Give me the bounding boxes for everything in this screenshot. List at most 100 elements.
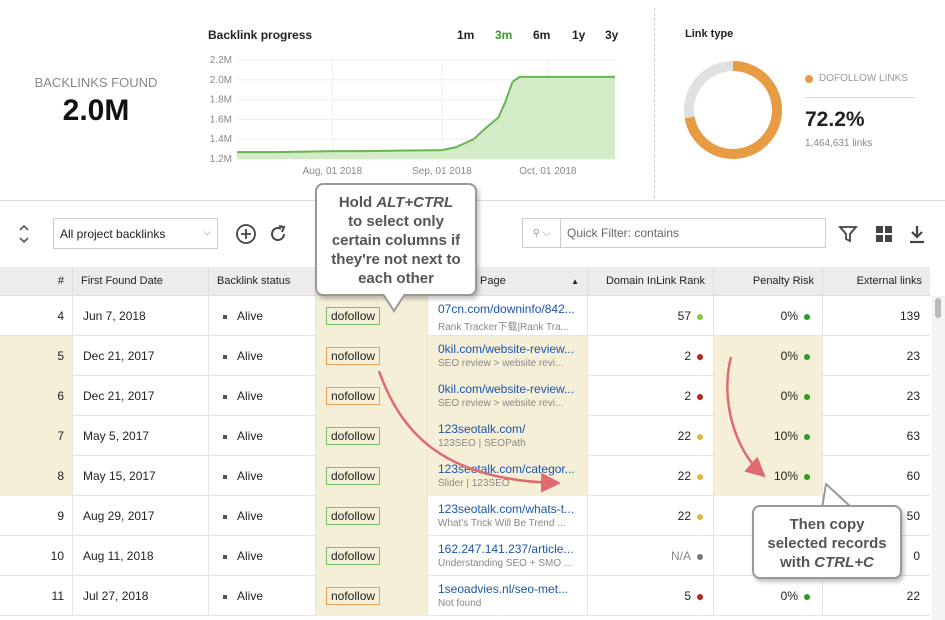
- range-3m[interactable]: 3m: [495, 28, 513, 42]
- range-1y[interactable]: 1y: [572, 28, 586, 42]
- risk-status-dot: [804, 433, 810, 440]
- page-title: Slider | 123SEO: [438, 478, 510, 489]
- external-links-value: 23: [822, 336, 930, 376]
- x-tick-label: Sep, 01 2018: [412, 166, 472, 177]
- penalty-risk-cell: 0%: [713, 576, 822, 616]
- rank-status-dot: [697, 313, 703, 320]
- download-icon[interactable]: [906, 223, 928, 245]
- range-6m[interactable]: 6m: [533, 28, 551, 42]
- table-row[interactable]: 11 Jul 27, 2018 Alive nofollow 1seoadvies.nl…: [0, 576, 930, 616]
- domain-rank-cell: N/A: [587, 536, 713, 576]
- range-1m[interactable]: 1m: [457, 28, 475, 42]
- page-link[interactable]: 0kil.com/website-review...: [438, 382, 575, 396]
- row-number: 10: [50, 549, 64, 563]
- penalty-risk-value: 0%: [780, 349, 798, 363]
- risk-status-dot: [804, 473, 810, 480]
- first-found-date: Aug 11, 2018: [72, 536, 208, 576]
- link-type-cell: dofollow: [315, 456, 427, 496]
- table-row[interactable]: 6 Dec 21, 2017 Alive nofollow 0kil.com/websi…: [0, 376, 930, 416]
- external-links-value: 23: [822, 376, 930, 416]
- status-text: Alive: [237, 469, 264, 483]
- vertical-scrollbar[interactable]: [932, 296, 945, 620]
- domain-rank-cell: 2: [587, 336, 713, 376]
- table-row[interactable]: 4 Jun 7, 2018 Alive dofollow 07cn.com/downin…: [0, 296, 930, 336]
- legend-dot: [805, 74, 813, 83]
- donut-dofollow-arc: [684, 61, 782, 159]
- page-link[interactable]: 123seotalk.com/categor...: [438, 462, 575, 476]
- link-type-title: Link type: [685, 28, 734, 40]
- grid-view-icon[interactable]: [873, 223, 895, 245]
- link-type-cell: dofollow: [315, 416, 427, 456]
- filter-icon[interactable]: [837, 223, 859, 245]
- callout-copy-records: Then copy selected records with CTRL+C: [752, 505, 902, 579]
- page-link[interactable]: 07cn.com/downinfo/842...: [438, 302, 575, 316]
- status-bullet: [223, 354, 227, 359]
- y-tick-label: 1.8M: [210, 95, 232, 106]
- callout-bottom-line1: Then copy: [789, 516, 865, 533]
- scrollbar-thumb[interactable]: [935, 298, 941, 318]
- col-penalty-risk[interactable]: Penalty Risk: [713, 267, 822, 296]
- table-row[interactable]: 5 Dec 21, 2017 Alive nofollow 0kil.com/websi…: [0, 336, 930, 376]
- y-tick-label: 2.2M: [210, 55, 232, 66]
- backlink-scope-select[interactable]: All project backlinks ⌵: [53, 218, 218, 249]
- callout-top-line1: Hold: [338, 194, 373, 211]
- page-link[interactable]: 162.247.141.237/article...: [438, 542, 574, 556]
- external-links-value: 139: [822, 296, 930, 336]
- col-domain-inlink-rank[interactable]: Domain InLink Rank: [587, 267, 713, 296]
- expand-collapse-icon[interactable]: [17, 222, 31, 246]
- row-number: 11: [51, 589, 64, 603]
- table-row[interactable]: 9 Aug 29, 2017 Alive dofollow 123seotalk.com…: [0, 496, 930, 536]
- quick-filter-input[interactable]: [561, 219, 825, 247]
- domain-rank-cell: 22: [587, 416, 713, 456]
- status-text: Alive: [237, 349, 264, 363]
- external-links-value: 60: [822, 456, 930, 496]
- col-number[interactable]: #: [57, 275, 64, 287]
- chevron-down-icon: ⌵: [203, 227, 211, 238]
- series-line: [237, 75, 615, 154]
- table-row[interactable]: 8 May 15, 2017 Alive dofollow 123seotalk.com…: [0, 456, 930, 496]
- range-3y[interactable]: 3y: [605, 28, 619, 42]
- search-icon[interactable]: ⚲ ⌵: [523, 219, 561, 247]
- row-number: 6: [0, 376, 72, 416]
- backlink-status: Alive: [208, 456, 315, 496]
- page-cell: 07cn.com/downinfo/842... Rank Tracker下载|R…: [427, 296, 587, 336]
- rank-status-dot: [697, 433, 703, 440]
- page-link[interactable]: 1seoadvies.nl/seo-met...: [438, 582, 569, 596]
- y-tick-label: 1.6M: [210, 114, 232, 125]
- callout-bottom-keys: CTRL+C: [814, 554, 874, 571]
- link-type-cell: dofollow: [315, 536, 427, 576]
- link-type-badge: dofollow: [326, 467, 381, 485]
- col-backlink-status[interactable]: Backlink status: [208, 267, 315, 296]
- refresh-icon[interactable]: [267, 223, 289, 245]
- row-number: 5: [0, 336, 72, 376]
- first-found-date: May 15, 2017: [72, 456, 208, 496]
- dashboard-panel: BACKLINKS FOUND 2.0M Backlink progress 1…: [0, 0, 945, 201]
- page-link[interactable]: 0kil.com/website-review...: [438, 342, 575, 356]
- page-link[interactable]: 123seotalk.com/whats-t...: [438, 502, 575, 516]
- row-number: 7: [0, 416, 72, 456]
- link-type-badge: nofollow: [326, 387, 381, 405]
- link-type-separator: [805, 97, 915, 98]
- link-type-cell: dofollow: [315, 496, 427, 536]
- add-icon[interactable]: [235, 223, 257, 245]
- penalty-risk-cell: 10%: [713, 456, 822, 496]
- dofollow-count: 1,464,631 links: [805, 138, 873, 149]
- status-bullet: [223, 394, 227, 399]
- page-cell: 0kil.com/website-review... SEO review > w…: [427, 336, 587, 376]
- external-links-value: 63: [822, 416, 930, 456]
- backlink-status: Alive: [208, 576, 315, 616]
- col-external-links[interactable]: External links: [822, 267, 930, 296]
- x-tick-label: Oct, 01 2018: [519, 166, 577, 177]
- callout-bottom-line2: selected records: [767, 535, 887, 552]
- table-row[interactable]: 7 May 5, 2017 Alive dofollow 123seotalk.com/…: [0, 416, 930, 456]
- page-link[interactable]: 123seotalk.com/: [438, 422, 526, 436]
- link-type-badge: dofollow: [326, 427, 381, 445]
- penalty-risk-cell: 0%: [713, 376, 822, 416]
- callout-top-line3: certain columns if: [331, 232, 461, 249]
- status-bullet: [223, 554, 227, 559]
- legend-label: DOFOLLOW LINKS: [819, 73, 908, 84]
- status-text: Alive: [237, 589, 264, 603]
- table-row[interactable]: 10 Aug 11, 2018 Alive dofollow 162.247.141.2…: [0, 536, 930, 576]
- col-first-found-date[interactable]: First Found Date: [72, 267, 208, 296]
- link-type-donut: [684, 61, 782, 159]
